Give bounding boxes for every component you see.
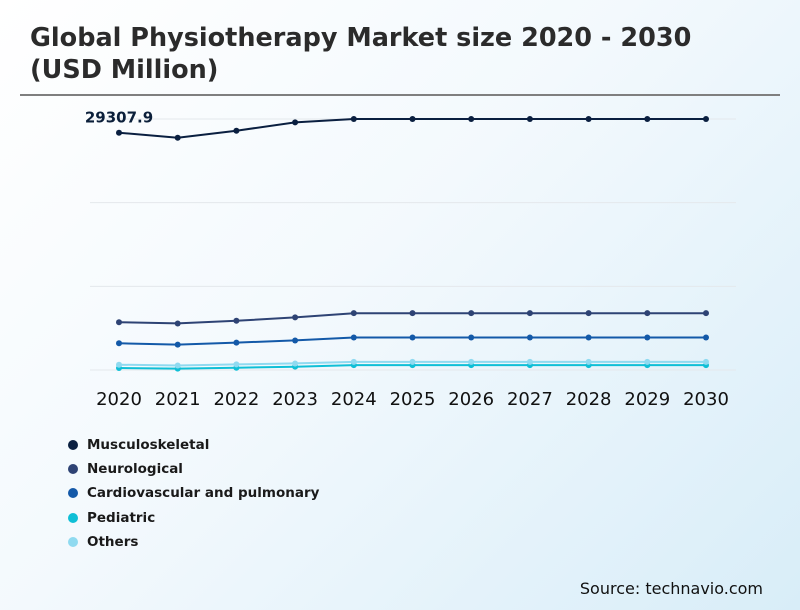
x-tick-label: 2029 — [624, 389, 670, 410]
title-divider — [20, 94, 780, 96]
x-tick-label: 2023 — [272, 389, 318, 410]
data-point — [468, 116, 475, 122]
data-point — [116, 319, 122, 326]
x-tick-label: 2022 — [213, 389, 259, 410]
line-chart: 2020 2021 2022 2023 2024 2025 2026 2027 2028 2029… — [85, 109, 736, 410]
data-point — [116, 129, 122, 136]
legend-item: Musculoskeletal — [68, 433, 319, 457]
legend-marker — [68, 464, 78, 475]
legend-marker — [68, 536, 78, 547]
data-point — [585, 334, 592, 341]
data-point — [174, 362, 181, 369]
data-point — [174, 341, 181, 348]
data-point — [644, 358, 651, 365]
data-point — [526, 116, 533, 122]
data-point — [585, 310, 592, 317]
data-point — [350, 116, 357, 122]
data-point — [292, 314, 299, 321]
data-point — [468, 310, 475, 317]
data-point — [233, 361, 240, 368]
data-point — [292, 119, 299, 126]
data-point — [644, 116, 651, 122]
x-tick-label: 2030 — [683, 389, 729, 410]
series-lines — [118, 118, 706, 370]
x-tick-label: 2021 — [155, 389, 201, 410]
legend-marker — [68, 488, 78, 499]
data-point — [233, 127, 240, 134]
data-point — [233, 317, 240, 324]
legend-item: Pediatric — [68, 506, 319, 530]
x-axis-tick-labels: 2020 2021 2022 2023 2024 2025 2026 2027 2028 2029… — [96, 389, 729, 410]
legend-label: Pediatric — [87, 509, 156, 526]
data-point — [703, 358, 709, 365]
data-point — [116, 340, 122, 347]
chart-title: Global Physiotherapy Market size 2020 - … — [30, 23, 692, 85]
data-point — [526, 358, 533, 365]
data-point — [468, 334, 475, 341]
series-points — [116, 116, 709, 372]
legend-label: Musculoskeletal — [87, 437, 210, 454]
x-tick-label: 2026 — [448, 389, 494, 410]
x-tick-label: 2027 — [507, 389, 553, 410]
data-point — [350, 310, 357, 317]
x-tick-label: 2024 — [331, 389, 377, 410]
legend-label: Neurological — [87, 461, 183, 478]
data-point — [703, 334, 709, 341]
data-point — [409, 334, 416, 341]
legend: Musculoskeletal Neurological Cardiovascula… — [68, 433, 319, 554]
legend-label: Cardiovascular and pulmonary — [87, 485, 320, 502]
data-point — [116, 361, 122, 368]
legend-item: Neurological — [68, 457, 319, 481]
data-point — [644, 310, 651, 317]
data-point — [292, 360, 299, 367]
data-point — [409, 310, 416, 317]
gridlines — [90, 118, 736, 371]
x-tick-label: 2020 — [96, 389, 142, 410]
data-point — [585, 116, 592, 122]
data-point — [585, 358, 592, 365]
data-point — [468, 358, 475, 365]
data-point — [350, 358, 357, 365]
legend-item: Others — [68, 530, 319, 554]
data-labels: 29307.9 — [85, 109, 153, 127]
data-point — [703, 310, 709, 317]
source-note: Source: technavio.com — [579, 579, 763, 598]
data-point — [526, 310, 533, 317]
data-point — [174, 320, 181, 327]
x-tick-label: 2028 — [566, 389, 612, 410]
data-point — [350, 334, 357, 341]
data-point — [526, 334, 533, 341]
data-point — [409, 358, 416, 365]
legend-marker — [68, 440, 78, 451]
data-label: 29307.9 — [85, 109, 153, 127]
data-point — [292, 337, 299, 344]
data-point — [644, 334, 651, 341]
data-point — [409, 116, 416, 122]
data-point — [703, 116, 709, 122]
legend-marker — [68, 512, 78, 523]
legend-item: Cardiovascular and pulmonary — [68, 481, 319, 505]
legend-label: Others — [87, 533, 139, 550]
data-point — [233, 339, 240, 346]
data-point — [174, 134, 181, 141]
x-tick-label: 2025 — [390, 389, 436, 410]
